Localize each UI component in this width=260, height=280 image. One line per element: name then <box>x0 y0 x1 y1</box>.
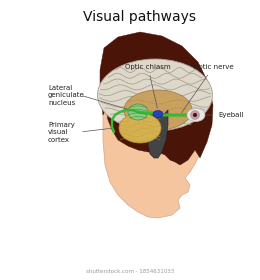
Text: Eyeball: Eyeball <box>207 112 243 118</box>
Text: Optic chiasm: Optic chiasm <box>125 64 171 108</box>
Text: Visual pathways: Visual pathways <box>83 10 197 24</box>
Ellipse shape <box>191 111 199 120</box>
Ellipse shape <box>193 113 197 117</box>
Ellipse shape <box>187 109 205 122</box>
Ellipse shape <box>128 104 148 120</box>
Polygon shape <box>103 37 210 218</box>
Text: shutterstock.com · 1854631033: shutterstock.com · 1854631033 <box>86 269 174 274</box>
Text: Lateral
geniculate
nucleus: Lateral geniculate nucleus <box>48 85 85 106</box>
Ellipse shape <box>124 90 192 130</box>
Ellipse shape <box>98 59 212 131</box>
Polygon shape <box>148 110 168 158</box>
Polygon shape <box>100 32 213 165</box>
Text: Primary
visual
cortex: Primary visual cortex <box>48 122 75 143</box>
Text: Optic nerve: Optic nerve <box>181 64 234 113</box>
Ellipse shape <box>119 113 161 143</box>
Ellipse shape <box>153 111 163 118</box>
